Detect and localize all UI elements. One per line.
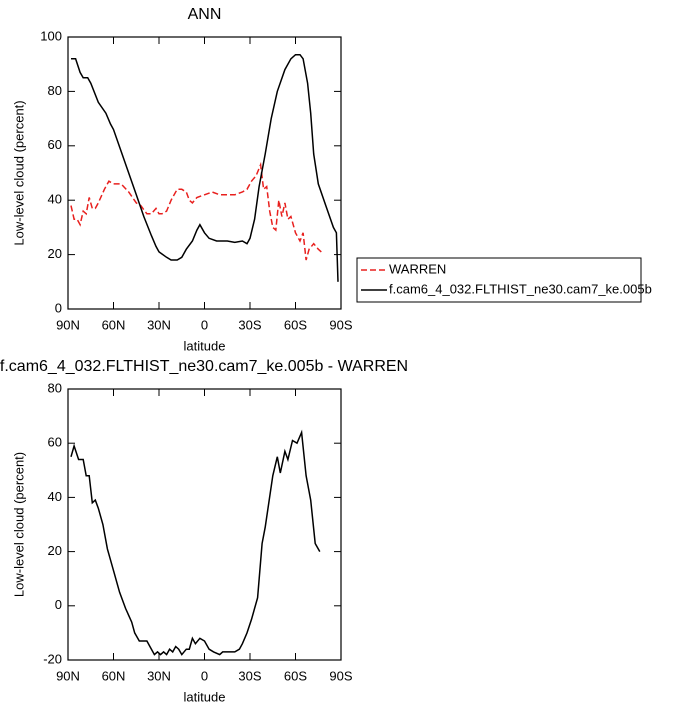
y-tick-label: 100 — [40, 28, 62, 43]
y-tick-label: 0 — [55, 300, 62, 315]
x-tick-label: 30S — [238, 317, 261, 332]
x-tick-label: 0 — [201, 668, 208, 683]
x-tick-label: 90S — [329, 668, 352, 683]
y-tick-label: 80 — [48, 83, 62, 98]
x-tick-label: 90N — [56, 317, 80, 332]
x-tick-label: 0 — [201, 317, 208, 332]
x-tick-label: 90N — [56, 668, 80, 683]
x-axis-label: latitude — [184, 338, 226, 353]
legend-label: f.cam6_4_032.FLTHIST_ne30.cam7_ke.005b — [389, 281, 652, 296]
x-tick-label: 30N — [147, 317, 171, 332]
x-axis-label: latitude — [184, 689, 226, 704]
y-tick-label: 20 — [48, 543, 62, 558]
x-tick-label: 60N — [102, 317, 126, 332]
y-tick-label: 40 — [48, 489, 62, 504]
x-tick-label: 60S — [284, 317, 307, 332]
data-line — [70, 429, 321, 656]
y-tick-label: 20 — [48, 246, 62, 261]
chart-title: ANN — [188, 6, 222, 23]
y-tick-label: -20 — [43, 651, 62, 666]
legend-label: WARREN — [389, 261, 446, 276]
y-tick-label: 60 — [48, 137, 62, 152]
legend-box — [356, 257, 642, 303]
data-line — [71, 53, 339, 282]
y-axis-label: Low-level cloud (percent) — [11, 452, 26, 597]
x-tick-label: 90S — [329, 317, 352, 332]
plot-frame — [67, 36, 342, 310]
x-tick-label: 30N — [147, 668, 171, 683]
y-tick-label: 80 — [48, 380, 62, 395]
y-tick-label: 40 — [48, 192, 62, 207]
data-line — [70, 161, 322, 261]
y-tick-label: 60 — [48, 435, 62, 450]
y-axis-label: Low-level cloud (percent) — [11, 100, 26, 245]
y-tick-label: 0 — [55, 597, 62, 612]
chart-title: f.cam6_4_032.FLTHIST_ne30.cam7_ke.005b -… — [0, 358, 408, 375]
x-tick-label: 30S — [238, 668, 261, 683]
plot-frame — [67, 388, 342, 661]
x-tick-label: 60N — [102, 668, 126, 683]
x-tick-label: 60S — [284, 668, 307, 683]
